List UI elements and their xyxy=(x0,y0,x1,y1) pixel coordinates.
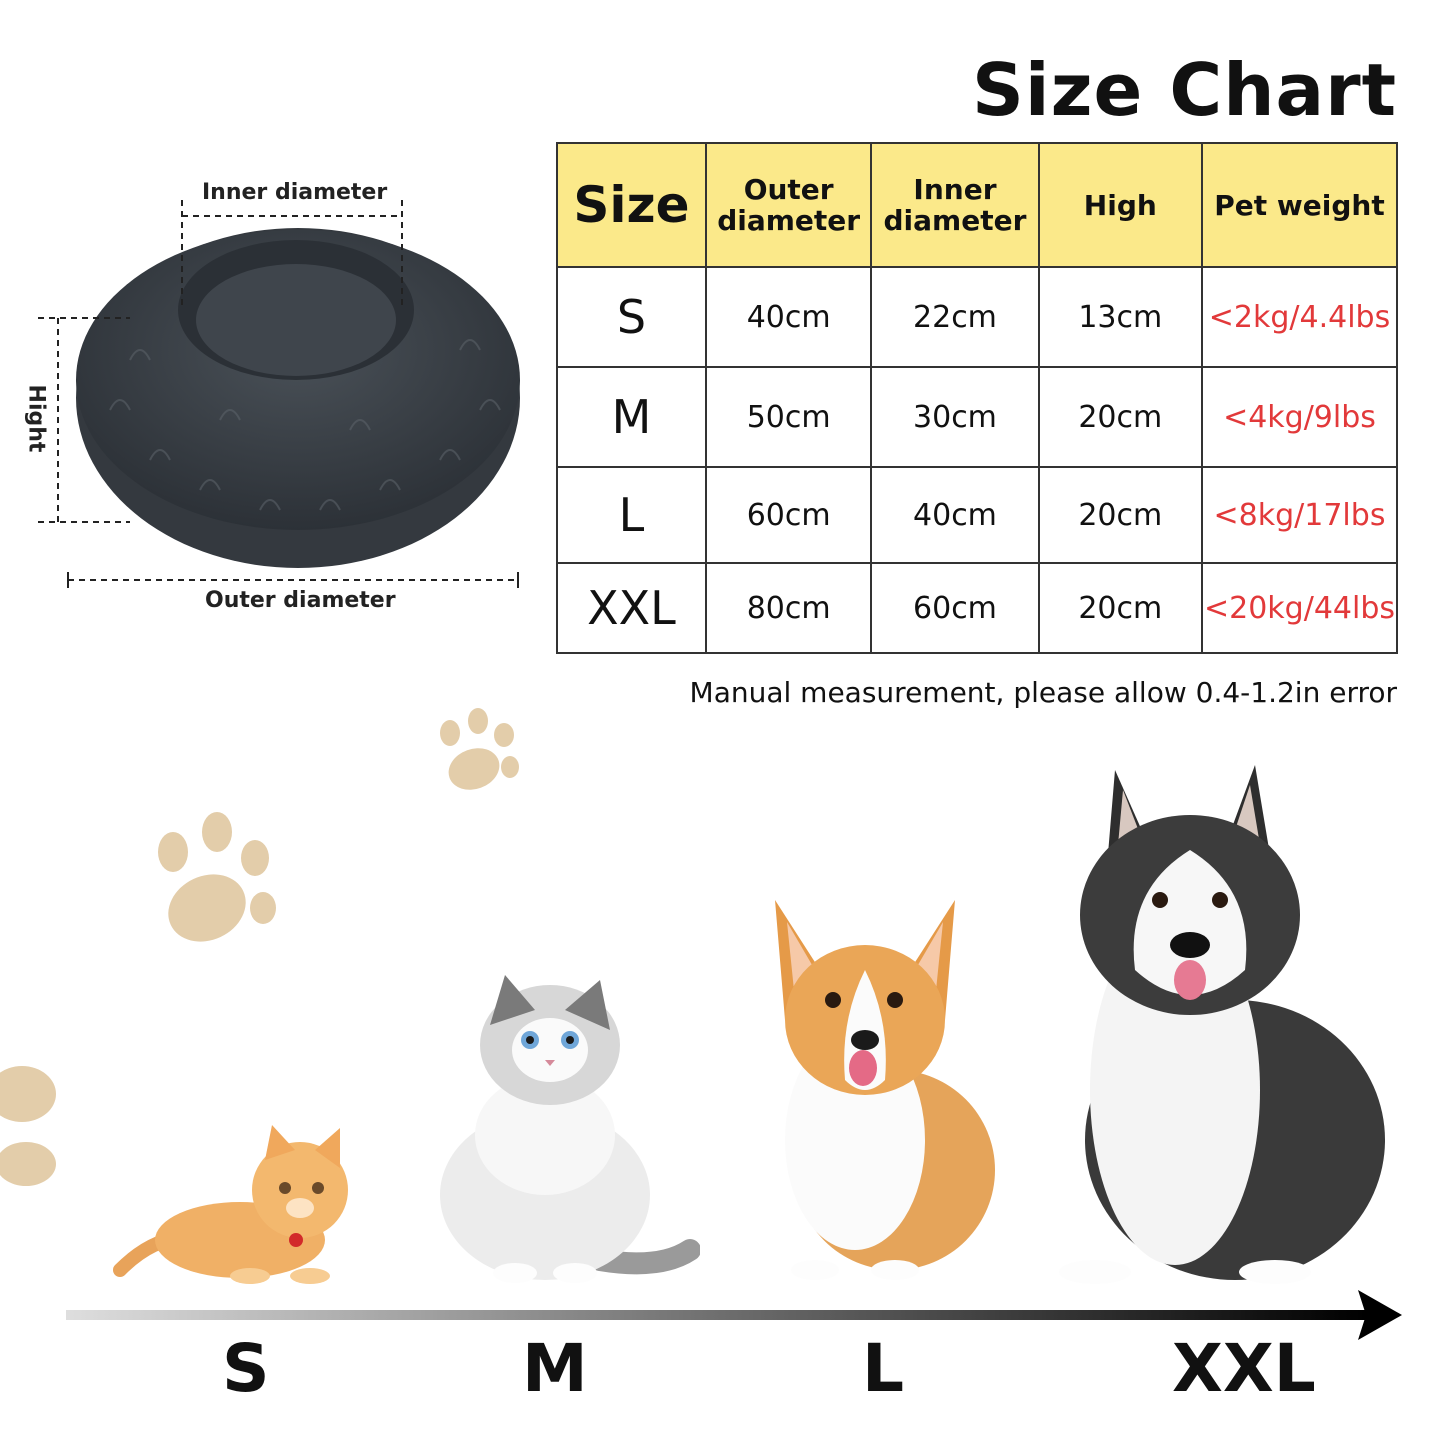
scale-label-xxl: XXL xyxy=(1172,1330,1316,1407)
cell-high: 20cm xyxy=(1037,562,1203,654)
height-label: Hight xyxy=(23,384,49,453)
cell-inner: 30cm xyxy=(870,366,1040,468)
paw-print-icon xyxy=(0,1066,56,1186)
cell-size: L xyxy=(556,466,707,564)
cell-outer: 80cm xyxy=(704,562,873,654)
cell-size: S xyxy=(556,266,707,368)
cell-outer: 60cm xyxy=(704,466,873,564)
cell-weight: <20kg/44lbs xyxy=(1200,562,1399,654)
cell-high: 20cm xyxy=(1037,366,1203,468)
cell-inner: 40cm xyxy=(870,466,1040,564)
table-row: L 60cm 40cm 20cm <8kg/17lbs xyxy=(556,466,1399,564)
cell-inner: 22cm xyxy=(870,266,1040,368)
header-size: Size xyxy=(556,142,707,268)
corgi-icon xyxy=(775,900,995,1280)
paw-print-icon xyxy=(440,708,519,790)
table-row: M 50cm 30cm 20cm <4kg/9lbs xyxy=(556,366,1399,468)
bed-diagram: Inner diameter Outer diameter Hight xyxy=(20,160,540,620)
scale-label-s: S xyxy=(222,1330,270,1407)
scale-label-l: L xyxy=(862,1330,905,1407)
cell-outer: 50cm xyxy=(704,366,873,468)
inner-diameter-label: Inner diameter xyxy=(202,180,388,205)
cell-high: 13cm xyxy=(1037,266,1203,368)
cell-inner: 60cm xyxy=(870,562,1040,654)
cell-size: M xyxy=(556,366,707,468)
cell-outer: 40cm xyxy=(704,266,873,368)
cat-icon xyxy=(440,975,700,1283)
table-row: S 40cm 22cm 13cm <2kg/4.4lbs xyxy=(556,266,1399,368)
cell-size: XXL xyxy=(556,562,707,654)
paw-print-icon xyxy=(158,812,276,942)
cell-weight: <8kg/17lbs xyxy=(1200,466,1399,564)
header-pet-weight: Pet weight xyxy=(1200,142,1399,268)
cell-weight: <4kg/9lbs xyxy=(1200,366,1399,468)
page-title: Size Chart xyxy=(972,48,1397,132)
cell-high: 20cm xyxy=(1037,466,1203,564)
header-outer-diameter: Outer diameter xyxy=(704,142,873,268)
donut-bed-icon xyxy=(38,200,520,588)
header-inner-diameter: Inner diameter xyxy=(870,142,1040,268)
outer-diameter-label: Outer diameter xyxy=(205,588,396,613)
table-header-row: Size Outer diameter Inner diameter High … xyxy=(556,142,1399,268)
kitten-icon xyxy=(113,1125,348,1284)
cell-weight: <2kg/4.4lbs xyxy=(1200,266,1399,368)
measurement-note: Manual measurement, please allow 0.4-1.2… xyxy=(689,676,1397,709)
size-scale-arrow xyxy=(66,1290,1402,1340)
size-table: Size Outer diameter Inner diameter High … xyxy=(556,142,1399,654)
husky-icon xyxy=(1059,765,1385,1284)
table-row: XXL 80cm 60cm 20cm <20kg/44lbs xyxy=(556,562,1399,654)
header-high: High xyxy=(1037,142,1203,268)
scale-label-m: M xyxy=(522,1330,588,1407)
